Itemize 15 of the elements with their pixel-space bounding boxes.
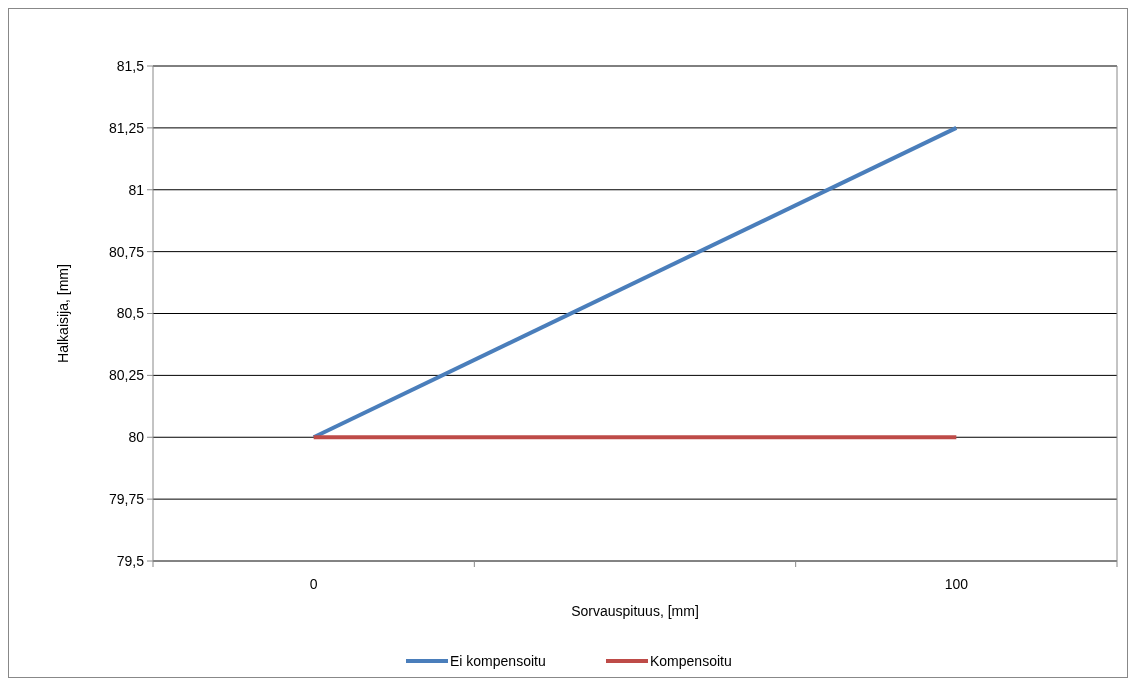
- y-tick-label: 80,5: [116, 305, 145, 322]
- x-tick-label: 0: [309, 576, 318, 592]
- y-axis-title: Halkaisija, [mm]: [55, 264, 71, 363]
- legend-label: Kompensoitu: [650, 652, 732, 669]
- x-axis-title: Sorvauspituus, [mm]: [571, 603, 699, 619]
- legend-label: Ei kompensoitu: [450, 652, 546, 669]
- y-tick-label: 80,75: [108, 243, 145, 260]
- y-tick-label: 81,25: [108, 119, 145, 136]
- y-tick-label: 79,5: [116, 552, 145, 569]
- y-tick-label: 81: [128, 181, 145, 198]
- y-tick-label: 80: [128, 429, 145, 446]
- y-tick-label: 79,75: [108, 491, 145, 508]
- y-tick-label: 81,5: [116, 57, 145, 74]
- y-tick-label: 80,25: [108, 367, 145, 384]
- x-tick-label: 100: [944, 576, 969, 592]
